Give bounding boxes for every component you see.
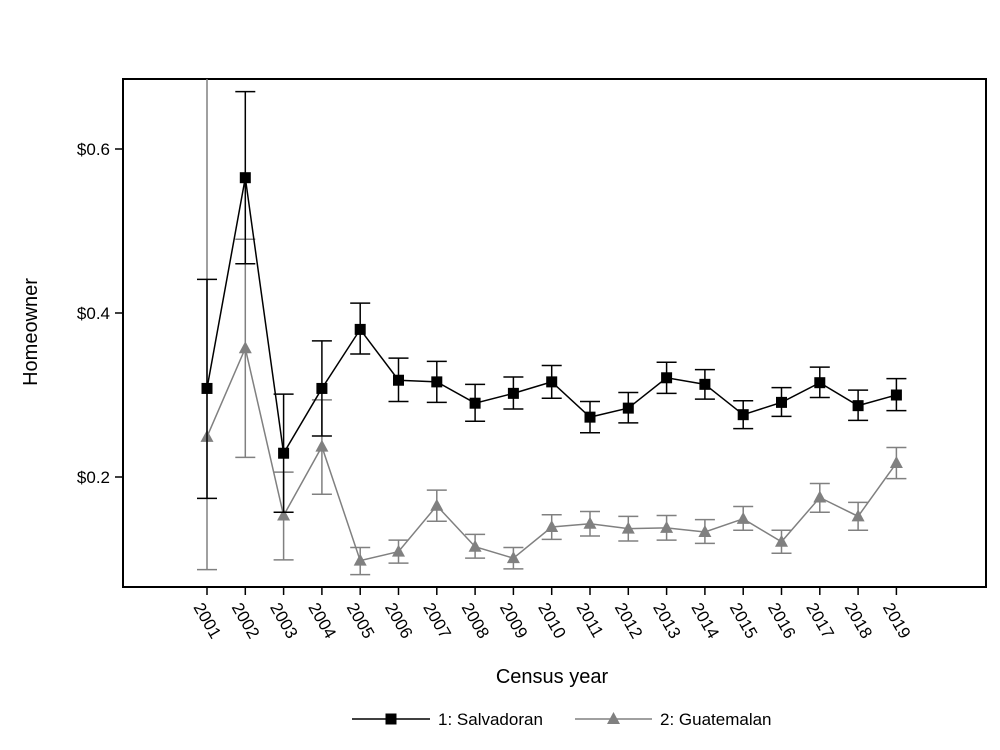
x-tick-label: 2005 xyxy=(343,600,378,642)
y-tick-label: $0.6 xyxy=(77,140,110,159)
guatemalan-point xyxy=(506,551,520,564)
legend-salvadoran-label: 1: Salvadoran xyxy=(438,710,543,729)
salvadoran-point xyxy=(278,447,290,459)
y-tick-label: $0.2 xyxy=(77,468,110,487)
salvadoran-point xyxy=(316,382,328,394)
legend-salvadoran-marker xyxy=(385,713,397,725)
salvadoran-point xyxy=(699,378,711,390)
salvadoran-point xyxy=(546,376,558,388)
x-tick-label: 2004 xyxy=(304,600,339,642)
legend-guatemalan-marker xyxy=(607,712,620,724)
x-tick-label: 2010 xyxy=(534,600,569,642)
guatemalan-point xyxy=(660,520,674,533)
x-tick-label: 2016 xyxy=(764,600,799,642)
salvadoran-point xyxy=(507,387,519,399)
guatemalan-point xyxy=(583,516,597,529)
salvadoran-point xyxy=(737,409,749,421)
guatemalan-point xyxy=(315,439,329,452)
salvadoran-line xyxy=(206,177,897,456)
salvadoran-point xyxy=(890,389,902,401)
salvadoran-point xyxy=(393,374,404,386)
y-tick-label: $0.4 xyxy=(77,304,110,323)
x-tick-label: 2017 xyxy=(802,600,837,642)
legend-guatemalan-label: 2: Guatemalan xyxy=(660,710,772,729)
salvadoran-point xyxy=(239,172,251,184)
x-tick-label: 2008 xyxy=(458,600,493,642)
salvadoran-point xyxy=(776,396,787,408)
x-tick-label: 2011 xyxy=(573,600,608,641)
salvadoran-point xyxy=(814,377,826,389)
salvadoran-point xyxy=(431,376,443,388)
guatemalan-point xyxy=(889,456,903,469)
guatemalan-point xyxy=(851,509,865,522)
x-tick-label: 2014 xyxy=(687,600,722,642)
salvadoran-point xyxy=(661,372,673,384)
salvadoran-point xyxy=(852,400,864,412)
guatemalan-point xyxy=(621,521,635,534)
guatemalan-point xyxy=(775,534,788,547)
x-tick-label: 2015 xyxy=(726,600,761,642)
x-tick-label: 2009 xyxy=(496,600,531,642)
guatemalan-point xyxy=(238,341,252,354)
salvadoran-point xyxy=(584,411,596,423)
x-tick-label: 2012 xyxy=(611,600,646,642)
guatemalan-point xyxy=(698,524,712,537)
plot-frame xyxy=(122,78,987,588)
x-tick-label: 2003 xyxy=(266,600,301,642)
guatemalan-point xyxy=(813,490,827,503)
guatemalan-point xyxy=(392,544,405,557)
x-tick-label: 2019 xyxy=(879,600,914,642)
x-tick-label: 2001 xyxy=(190,600,225,642)
guatemalan-point xyxy=(736,511,750,524)
x-tick-label: 2007 xyxy=(419,600,454,642)
guatemalan-point xyxy=(545,520,559,533)
guatemalan-point xyxy=(277,508,291,521)
x-tick-label: 2002 xyxy=(228,600,263,642)
y-axis-label: Homeowner xyxy=(20,278,42,386)
x-tick-label: 2006 xyxy=(381,600,416,642)
x-tick-label: 2013 xyxy=(649,600,684,642)
salvadoran-point xyxy=(201,382,213,394)
salvadoran-point xyxy=(469,397,481,409)
x-axis-label: Census year xyxy=(496,666,609,688)
x-tick-label: 2018 xyxy=(841,600,876,642)
salvadoran-point xyxy=(622,402,634,414)
guatemalan-point xyxy=(430,498,444,511)
salvadoran-point xyxy=(354,323,366,335)
guatemalan-point xyxy=(468,539,482,552)
guatemalan-point xyxy=(353,553,367,566)
